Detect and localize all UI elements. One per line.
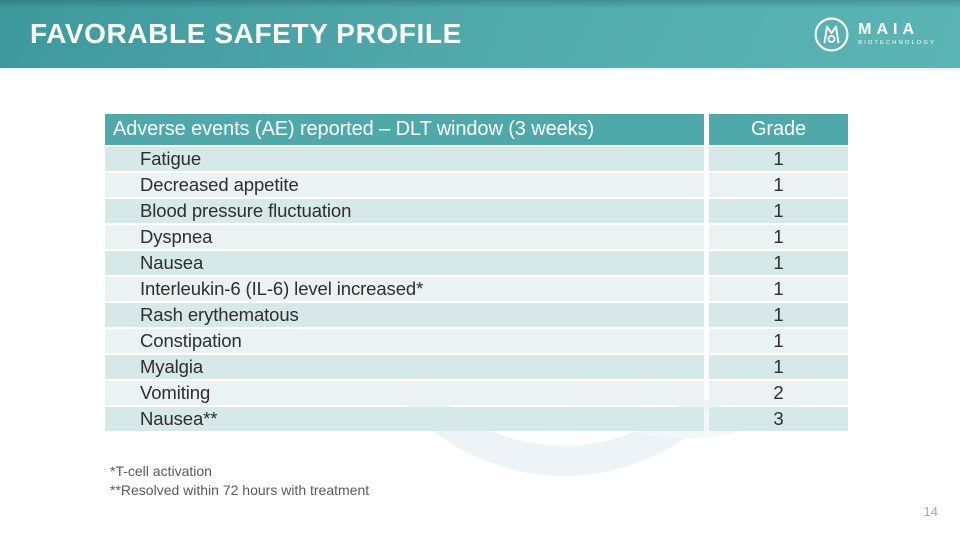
table-header-grade: Grade [709,114,848,145]
ae-grade-cell: 2 [709,381,848,405]
table-row: Nausea** 3 [105,407,848,431]
table-row: Nausea 1 [105,251,848,275]
table-row: Fatigue 1 [105,147,848,171]
table-row: Rash erythematous 1 [105,303,848,327]
table-row: Vomiting 2 [105,381,848,405]
footnotes: *T-cell activation **Resolved within 72 … [110,462,369,500]
ae-event-cell: Interleukin-6 (IL-6) level increased* [105,277,704,301]
ae-grade-cell: 1 [709,199,848,223]
header-band: FAVORABLE SAFETY PROFILE MAIA BIOTECHNOL… [0,0,960,68]
footnote-2: **Resolved within 72 hours with treatmen… [110,482,370,498]
table-row: Blood pressure fluctuation 1 [105,199,848,223]
table-header-row: Adverse events (AE) reported – DLT windo… [105,114,848,145]
ae-grade-cell: 1 [709,225,848,249]
maia-m-droplet-circle-icon [813,16,850,53]
ae-grade-cell: 1 [709,147,848,171]
ae-grade-cell: 1 [709,251,848,275]
ae-event-cell: Rash erythematous [105,303,704,327]
table-row: Myalgia 1 [105,355,848,379]
ae-event-cell: Vomiting [105,381,704,405]
ae-grade-cell: 1 [709,355,848,379]
ae-grade-cell: 1 [709,303,848,327]
ae-event-cell: Fatigue [105,147,704,171]
ae-event-cell: Dyspnea [105,225,704,249]
logo-text: MAIA BIOTECHNOLOGY [858,20,936,47]
page-title: FAVORABLE SAFETY PROFILE [30,18,462,49]
table-row: Dyspnea 1 [105,225,848,249]
ae-event-cell: Nausea** [105,407,704,431]
ae-table-rows: Fatigue 1 Decreased appetite 1 Blood pressur… [105,147,848,431]
page-number: 14 [923,504,938,519]
ae-event-cell: Blood pressure fluctuation [105,199,704,223]
table-header-events: Adverse events (AE) reported – DLT windo… [105,114,704,145]
ae-grade-cell: 1 [709,277,848,301]
ae-event-cell: Nausea [105,251,704,275]
ae-event-cell: Myalgia [105,355,704,379]
maia-logo: MAIA BIOTECHNOLOGY [813,0,936,68]
logo-brand: MAIA [858,20,920,38]
table-row: Interleukin-6 (IL-6) level increased* 1 [105,277,848,301]
adverse-events-table: Adverse events (AE) reported – DLT windo… [105,114,848,433]
ae-event-cell: Constipation [105,329,704,353]
ae-grade-cell: 3 [709,407,848,431]
logo-subtitle: BIOTECHNOLOGY [858,39,936,46]
ae-grade-cell: 1 [709,173,848,197]
ae-event-cell: Decreased appetite [105,173,704,197]
table-row: Constipation 1 [105,329,848,353]
ae-grade-cell: 1 [709,329,848,353]
table-row: Decreased appetite 1 [105,173,848,197]
footnote-1: *T-cell activation [110,463,212,479]
